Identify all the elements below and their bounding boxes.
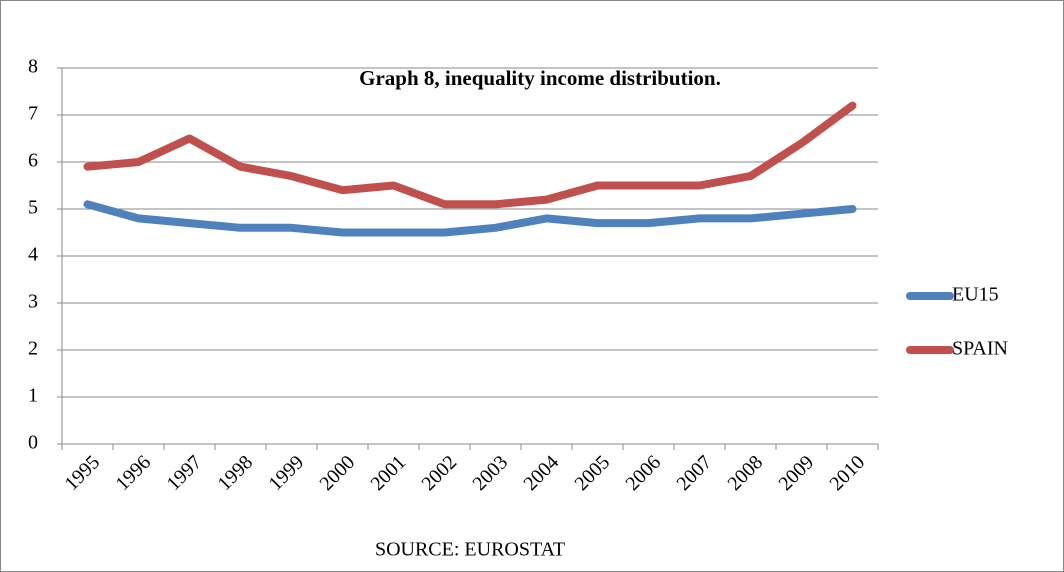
x-axis-title: SOURCE: EUROSTAT (375, 539, 565, 561)
y-tick-label: 8 (28, 56, 38, 78)
legend-label: EU15 (952, 284, 999, 306)
y-tick-label: 3 (28, 291, 38, 313)
series-line (83, 200, 857, 237)
y-tick-label: 6 (28, 150, 38, 172)
y-tick-label: 1 (28, 385, 38, 407)
legend-label: SPAIN (952, 338, 1008, 360)
series-line (83, 101, 857, 209)
y-tick-label: 5 (28, 197, 38, 219)
y-tick-label: 7 (28, 103, 38, 125)
y-tick-label: 2 (28, 338, 38, 360)
chart-title: Graph 8, inequality income distribution. (359, 66, 721, 90)
y-tick-label: 4 (28, 244, 38, 266)
y-tick-label: 0 (28, 432, 38, 454)
